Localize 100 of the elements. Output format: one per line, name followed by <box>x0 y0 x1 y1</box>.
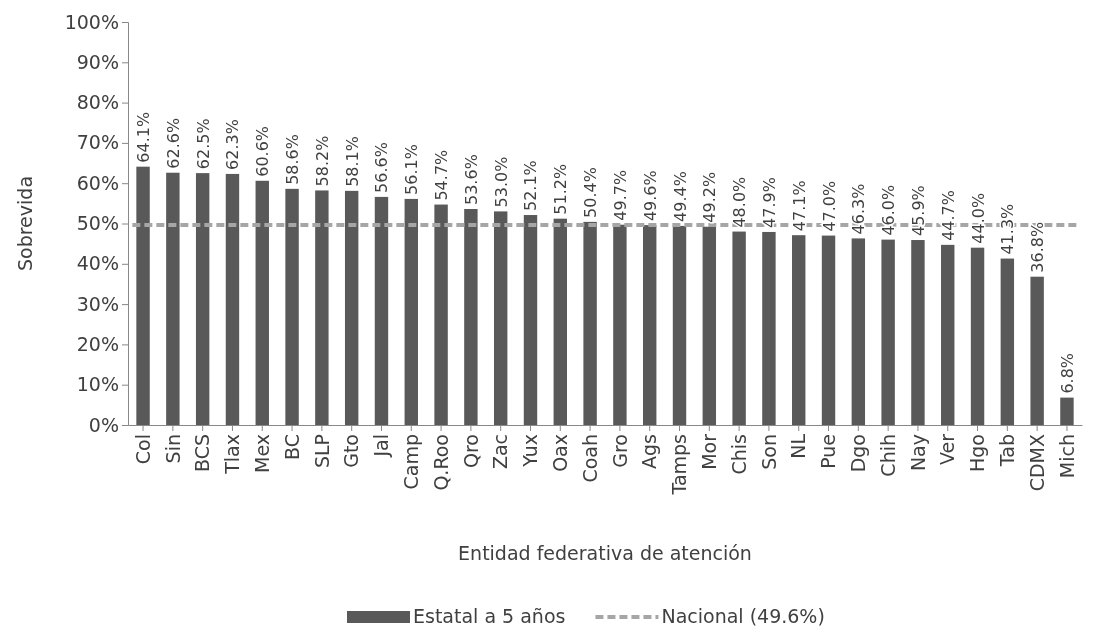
x-tick-label: Nay <box>906 434 929 472</box>
y-tick-label: 100% <box>64 10 119 33</box>
data-label: 46.3% <box>849 183 869 235</box>
data-label: 46.0% <box>879 184 899 236</box>
data-label: 53.6% <box>461 154 481 205</box>
data-label: 50.4% <box>581 167 601 218</box>
data-label: 6.8% <box>1057 352 1077 394</box>
data-label: 49.7% <box>610 169 630 221</box>
data-label: 56.6% <box>372 142 392 193</box>
x-tick-label: Gro <box>608 434 631 468</box>
data-label: 41.3% <box>998 203 1018 255</box>
x-tick-label: Oax <box>548 434 571 472</box>
bar <box>344 190 359 425</box>
bar <box>404 198 418 425</box>
x-tick-label: Tamps <box>668 434 691 496</box>
bar <box>613 224 627 425</box>
bar <box>374 196 389 425</box>
y-tick-label: 90% <box>76 50 119 73</box>
x-tick-label: Q.Roo <box>429 434 452 491</box>
x-axis-title: Entidad federativa de atención <box>458 542 752 564</box>
x-tick-label: Tab <box>995 434 1018 468</box>
bar <box>970 247 985 425</box>
data-label: 36.8% <box>1028 221 1048 273</box>
data-label: 54.7% <box>432 149 452 201</box>
data-label: 48.0% <box>730 176 750 228</box>
data-label: 62.5% <box>193 118 213 170</box>
data-label: 58.6% <box>283 134 303 185</box>
bar <box>583 221 597 425</box>
y-tick-label: 20% <box>76 332 119 355</box>
data-label: 58.1% <box>342 136 362 187</box>
x-tick-label: BC <box>280 434 303 460</box>
x-tick-label: Camp <box>399 434 422 490</box>
x-tick-label: Pue <box>817 434 840 469</box>
y-tick-label: 70% <box>76 131 119 154</box>
data-label: 49.2% <box>700 171 720 223</box>
x-tick-label: Chih <box>876 434 899 477</box>
bar <box>762 231 776 425</box>
bar <box>255 180 269 425</box>
y-tick-label: 50% <box>76 212 119 235</box>
data-label: 52.1% <box>521 160 541 212</box>
x-tick-label: Zac <box>489 434 512 470</box>
y-axis-title: Sobrevida <box>14 175 36 272</box>
y-tick-label: 30% <box>76 292 119 315</box>
bar <box>672 225 687 425</box>
data-label: 47.1% <box>789 180 809 232</box>
bar <box>523 215 538 425</box>
x-tick-label: Tlax <box>221 434 244 475</box>
bar <box>136 166 150 425</box>
x-tick-label: Mex <box>250 434 273 473</box>
x-tick-label: CDMX <box>1025 434 1048 492</box>
data-label: 62.3% <box>223 119 243 170</box>
x-tick-label: SLP <box>310 434 333 469</box>
y-tick-label: 60% <box>76 171 119 194</box>
x-tick-label: Chis <box>727 434 750 475</box>
bar <box>225 173 240 425</box>
x-tick-label: Hgo <box>966 434 989 472</box>
data-label: 49.4% <box>670 171 690 222</box>
x-tick-label: Coah <box>578 434 601 483</box>
data-label: 45.9% <box>908 185 928 237</box>
bar <box>941 244 955 425</box>
x-tick-label: Gto <box>340 434 363 468</box>
y-tick-label: 10% <box>76 373 119 396</box>
x-tick-label: Jal <box>370 434 393 458</box>
x-tick-label: Son <box>757 434 780 470</box>
data-label: 62.6% <box>163 117 183 169</box>
data-label: 56.1% <box>402 144 422 195</box>
bar <box>493 211 508 425</box>
bar <box>792 235 806 425</box>
x-tick-label: Yux <box>519 434 542 468</box>
data-label: 58.2% <box>312 135 332 187</box>
x-tick-label: BCS <box>191 434 214 473</box>
bar <box>1030 276 1044 425</box>
bar <box>881 239 895 425</box>
bar <box>195 173 210 425</box>
bar <box>1000 258 1015 425</box>
bar <box>821 235 836 425</box>
legend-label: Nacional (49.6%) <box>661 605 825 627</box>
bar <box>553 218 567 425</box>
bar <box>1060 397 1074 425</box>
bar <box>732 231 746 425</box>
bar <box>911 240 925 425</box>
data-label: 47.9% <box>759 177 779 228</box>
data-label: 44.0% <box>968 192 988 244</box>
data-label: 44.7% <box>938 190 958 241</box>
data-label: 64.1% <box>134 111 154 163</box>
y-tick-label: 40% <box>76 252 119 275</box>
data-label: 51.2% <box>551 163 571 215</box>
data-label: 47.0% <box>819 180 839 232</box>
bar <box>434 204 448 425</box>
x-tick-label: Mor <box>697 433 720 470</box>
bar <box>464 208 478 425</box>
x-tick-label: Ags <box>638 434 661 469</box>
bar <box>166 172 180 425</box>
x-tick-label: Qro <box>459 434 482 468</box>
y-tick-label: 0% <box>88 413 119 436</box>
data-label: 53.0% <box>491 156 511 208</box>
x-tick-label: Ver <box>936 433 959 466</box>
x-tick-label: Mich <box>1055 434 1078 479</box>
bar <box>851 238 866 425</box>
legend-label: Estatal a 5 años <box>413 605 566 627</box>
